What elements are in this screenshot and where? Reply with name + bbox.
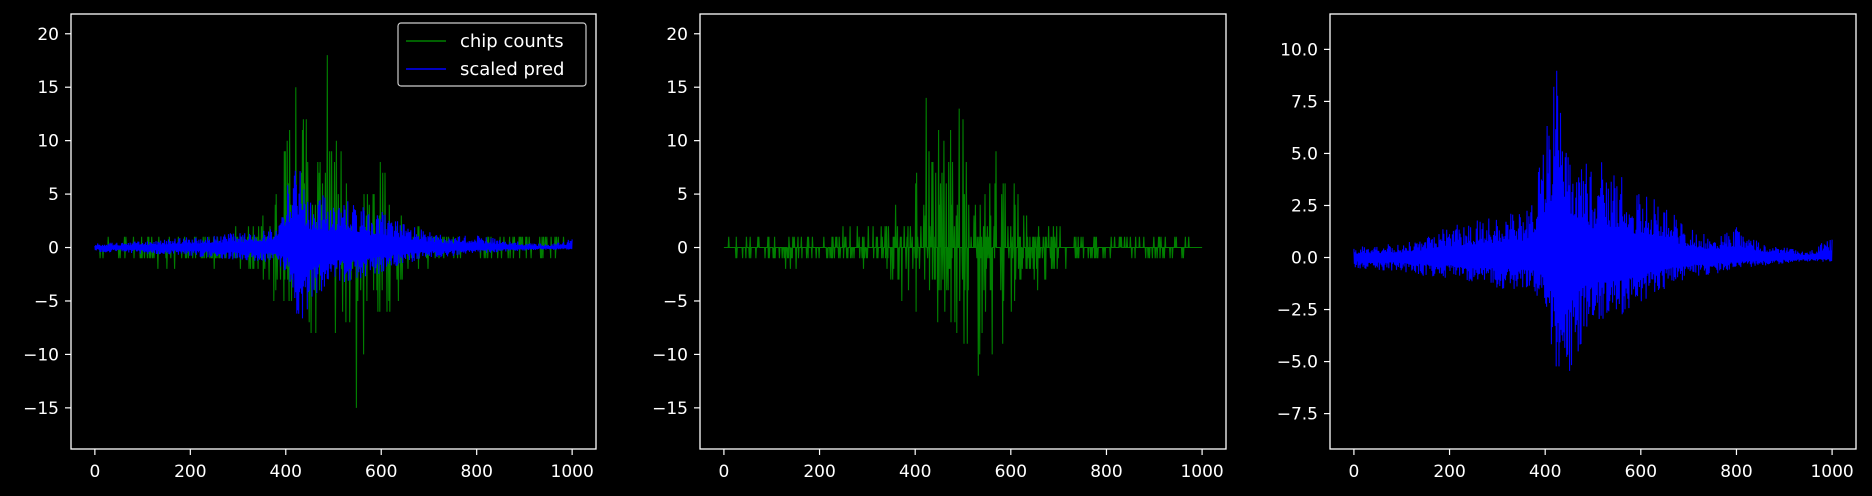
legend-label-chip-counts: chip counts <box>460 31 564 52</box>
y-tick-label: −15 <box>652 399 688 419</box>
y-tick-label: 0.0 <box>1291 249 1318 269</box>
series-line-scaled-pred <box>1353 70 1833 371</box>
legend-label-scaled-pred: scaled pred <box>460 59 564 80</box>
y-tick-label: 10.0 <box>1280 40 1318 60</box>
x-tick-label: 800 <box>1090 462 1122 482</box>
axes-frame <box>699 13 1227 450</box>
x-tick-label: 600 <box>365 462 397 482</box>
x-tick-label: 400 <box>899 462 931 482</box>
x-tick-label: 800 <box>460 462 492 482</box>
y-tick-label: −5 <box>34 292 59 312</box>
x-tick-label: 1000 <box>1180 462 1223 482</box>
plot-area <box>723 97 1203 376</box>
axes-frame <box>1329 13 1857 450</box>
x-tick-label: 200 <box>174 462 206 482</box>
y-tick-label: −2.5 <box>1277 301 1318 321</box>
chart-panel-2: 0 200 400 600 800 1000 −15 −10 −5 0 5 10 15 20 <box>652 13 1227 482</box>
x-tick-label: 1000 <box>551 462 594 482</box>
y-tick-label: −10 <box>23 345 59 365</box>
y-tick-label: 5 <box>677 185 688 205</box>
x-tick-label: 0 <box>718 462 729 482</box>
series-line-scaled-pred <box>94 170 573 319</box>
plot-area <box>1353 70 1833 371</box>
chart-panel-3: 0 200 400 600 800 1000 −7.5 −5.0 −2.5 0.0 2.5 5.0 7.… <box>1277 13 1857 482</box>
x-tick-label: 400 <box>1529 462 1561 482</box>
y-tick-label: 10 <box>666 132 688 152</box>
legend-frame <box>397 22 587 87</box>
y-tick-label: 15 <box>666 78 688 98</box>
y-tick-label: −15 <box>23 399 59 419</box>
legend: chip counts scaled pred <box>397 22 587 87</box>
y-tick-label: 5 <box>48 185 59 205</box>
x-tick-label: 0 <box>89 462 100 482</box>
y-tick-label: 0 <box>677 239 688 259</box>
series-line-chip-counts <box>723 97 1203 376</box>
y-tick-label: 20 <box>37 25 59 45</box>
y-tick-label: 20 <box>666 25 688 45</box>
x-tick-label: 200 <box>803 462 835 482</box>
chart-panel-1: 0 200 400 600 800 1000 −15 −10 −5 0 5 10 15 20 <box>23 13 597 482</box>
y-tick-label: 10 <box>37 132 59 152</box>
y-tick-label: −5 <box>663 292 688 312</box>
y-tick-label: −7.5 <box>1277 405 1318 425</box>
x-tick-label: 200 <box>1433 462 1465 482</box>
x-tick-label: 400 <box>270 462 302 482</box>
y-tick-label: 7.5 <box>1291 92 1318 112</box>
y-tick-label: 5.0 <box>1291 144 1318 164</box>
plot-area <box>94 55 573 408</box>
y-tick-label: 0 <box>48 239 59 259</box>
y-tick-label: −5.0 <box>1277 353 1318 373</box>
x-tick-label: 1000 <box>1810 462 1853 482</box>
x-tick-label: 600 <box>1625 462 1657 482</box>
x-tick-label: 800 <box>1720 462 1752 482</box>
x-tick-label: 0 <box>1348 462 1359 482</box>
axes-frame <box>70 13 597 450</box>
y-tick-label: −10 <box>652 345 688 365</box>
y-tick-label: 2.5 <box>1291 196 1318 216</box>
x-tick-label: 600 <box>995 462 1027 482</box>
y-tick-label: 15 <box>37 78 59 98</box>
